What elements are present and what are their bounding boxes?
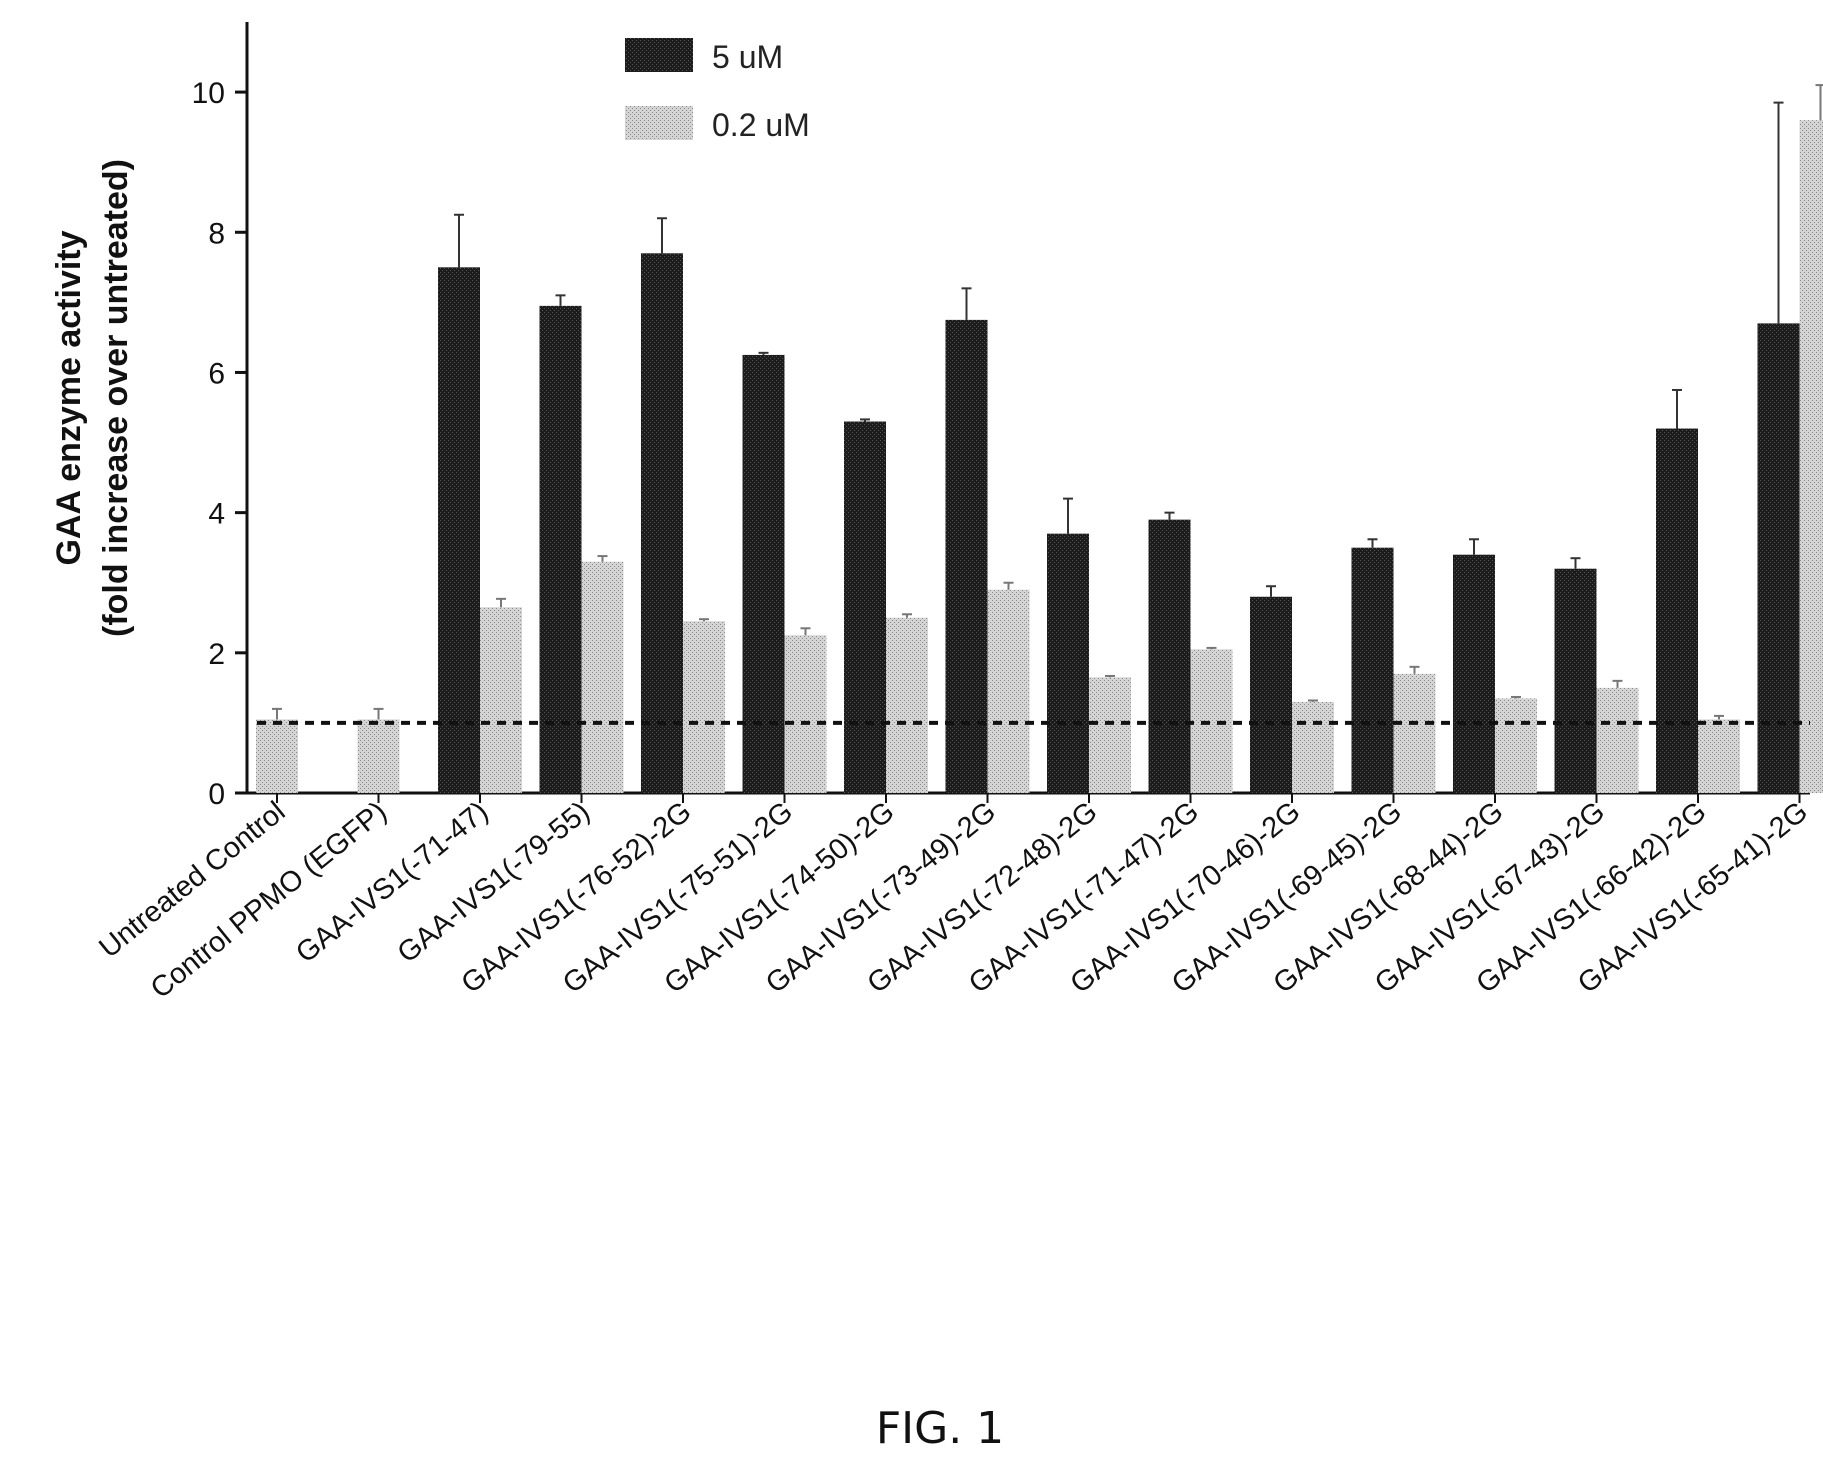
y-axis-ticks: 0 2 4 6 8 10 <box>192 77 247 811</box>
y-tick-label: 8 <box>208 217 225 250</box>
legend-label-5um: 5 uM <box>712 39 783 75</box>
bar-5um-15 <box>1757 323 1800 793</box>
bar-5um-3 <box>539 305 582 793</box>
y-tick-label: 2 <box>208 638 225 671</box>
legend-label-02um: 0.2 uM <box>712 107 810 143</box>
bar-5um-6 <box>844 421 886 793</box>
y-axis-label-line-2: (fold increase over untreated) <box>97 159 135 637</box>
bar-5um-8 <box>1047 533 1089 793</box>
bars <box>256 120 1823 794</box>
bar-02um-7 <box>987 589 1030 793</box>
bar-5um-7 <box>945 319 988 793</box>
bar-5um-12 <box>1453 554 1495 793</box>
bar-5um-10 <box>1250 596 1292 793</box>
bar-02um-4 <box>683 621 725 793</box>
bar-02um-1 <box>357 719 400 793</box>
bar-02um-8 <box>1089 677 1131 793</box>
bar-02um-12 <box>1495 698 1537 793</box>
bar-02um-3 <box>581 561 624 793</box>
legend: 5 uM 0.2 uM <box>625 38 810 143</box>
y-axis-label-line-1: GAA enzyme activity <box>50 230 88 565</box>
bar-02um-0 <box>256 719 298 793</box>
bar-02um-13 <box>1596 687 1639 793</box>
y-tick-label: 0 <box>208 778 225 811</box>
y-tick-label: 10 <box>192 77 225 110</box>
legend-swatch-02um <box>625 106 693 140</box>
bar-5um-5 <box>742 354 785 793</box>
legend-swatch-5um <box>625 38 693 72</box>
bar-5um-9 <box>1148 519 1191 793</box>
bar-02um-2 <box>480 607 522 793</box>
y-tick-label: 6 <box>208 357 225 390</box>
bar-02um-15 <box>1799 120 1823 794</box>
y-tick-label: 4 <box>208 498 225 531</box>
bar-5um-11 <box>1351 547 1394 793</box>
bar-5um-2 <box>438 267 480 793</box>
bar-02um-9 <box>1190 649 1233 793</box>
bar-5um-4 <box>641 253 683 794</box>
bar-02um-5 <box>784 635 827 793</box>
bar-5um-13 <box>1554 568 1597 793</box>
x-category-label: Untreated Control <box>93 796 291 965</box>
error-bars <box>272 84 1823 720</box>
figure-caption: FIG. 1 <box>876 1403 1004 1454</box>
bar-5um-14 <box>1656 428 1698 793</box>
bar-02um-14 <box>1698 719 1740 793</box>
bar-02um-6 <box>886 617 928 793</box>
bar-02um-10 <box>1292 701 1334 793</box>
bar-02um-11 <box>1393 673 1436 793</box>
